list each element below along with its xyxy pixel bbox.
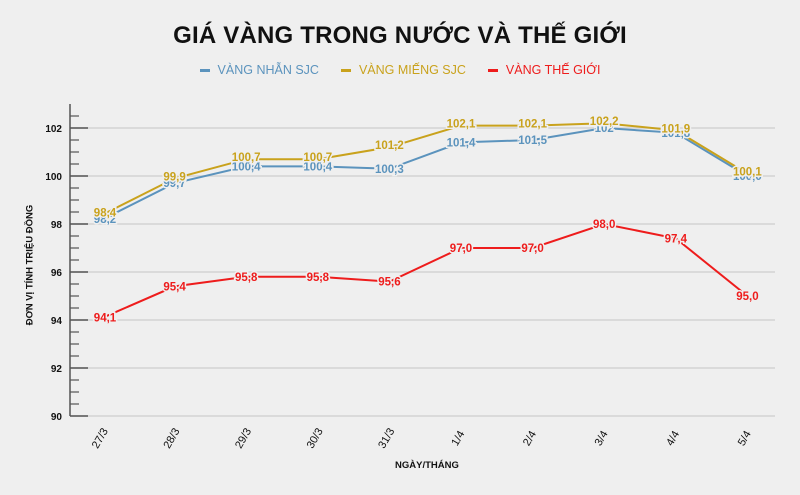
data-label-halo: 97,0 <box>450 243 472 255</box>
data-label-halo: 102,1 <box>447 119 476 131</box>
data-label: 102,1 <box>518 119 547 131</box>
chart-title: GIÁ VÀNG TRONG NƯỚC VÀ THẾ GIỚI <box>173 22 627 49</box>
data-label: 97,4 <box>665 233 688 245</box>
data-label-halo: 95,0 <box>736 291 758 303</box>
data-label: 100,4 <box>303 161 332 173</box>
legend-item-vang-mieng-sjc: VÀNG MIẾNG SJC <box>340 63 466 77</box>
data-label: 102 <box>595 123 614 135</box>
series-line <box>102 126 748 221</box>
data-label: 101,2 <box>375 140 404 152</box>
data-label-halo: 97,0 <box>521 243 543 255</box>
data-label: 100,7 <box>303 152 332 164</box>
y-tick-label: 96 <box>51 268 63 279</box>
data-label: 100,0 <box>733 171 762 183</box>
legend-swatch-icon <box>199 68 210 72</box>
legend-item-vang-the-gioi: VÀNG THẾ GIỚI <box>487 63 601 77</box>
legend-item-vang-nhan-sjc: VÀNG NHẪN SJC <box>199 63 319 77</box>
data-label: 100,7 <box>232 152 261 164</box>
data-label-halo: 98,4 <box>94 207 117 219</box>
x-axis-title: NGÀY/THÁNG <box>395 460 459 471</box>
data-label-halo: 102,1 <box>518 119 547 131</box>
data-label-halo: 98,0 <box>593 219 615 231</box>
data-label: 100,1 <box>733 167 762 179</box>
legend-swatch-icon <box>340 68 351 72</box>
data-label-halo: 101,4 <box>447 137 476 149</box>
data-label: 100,3 <box>375 164 404 176</box>
data-label-halo: 95,6 <box>378 277 400 289</box>
y-tick-label: 102 <box>45 124 62 135</box>
x-tick-label: 27/3 <box>90 426 111 451</box>
data-label-halo: 98,2 <box>94 214 116 226</box>
series-line <box>102 122 748 216</box>
data-label-halo: 101,9 <box>661 123 690 135</box>
data-label-halo: 95,4 <box>163 281 186 293</box>
data-label-halo: 100,1 <box>733 167 762 179</box>
data-label-halo: 95,8 <box>235 272 258 284</box>
data-label-halo: 99,7 <box>163 178 185 190</box>
x-tick-label: 3/4 <box>593 429 611 448</box>
data-label: 95,8 <box>307 272 330 284</box>
x-tick-label: 28/3 <box>161 426 182 451</box>
y-tick-label: 100 <box>45 172 62 183</box>
data-label-halo: 100,4 <box>232 161 261 173</box>
data-label: 98,2 <box>94 214 116 226</box>
data-label-halo: 100,4 <box>303 161 332 173</box>
legend-label: VÀNG NHẪN SJC <box>217 63 319 77</box>
x-tick-label: 1/4 <box>449 429 467 448</box>
data-label: 98,4 <box>94 207 117 219</box>
legend-swatch-icon <box>487 68 498 72</box>
data-label: 100,4 <box>232 161 261 173</box>
data-label-halo: 94,1 <box>94 313 117 325</box>
y-tick-label: 98 <box>51 220 63 231</box>
data-label-halo: 102,2 <box>590 116 619 128</box>
x-tick-label: 4/4 <box>664 429 682 448</box>
data-label-halo: 100,7 <box>232 152 261 164</box>
data-label: 101,4 <box>447 137 476 149</box>
data-label: 97,0 <box>450 243 472 255</box>
data-label: 95,0 <box>736 291 758 303</box>
data-label-halo: 101,8 <box>661 128 690 140</box>
x-tick-label: 5/4 <box>736 429 754 448</box>
x-tick-label: 30/3 <box>305 426 326 451</box>
data-label-halo: 101,2 <box>375 140 404 152</box>
data-label: 95,8 <box>235 272 258 284</box>
legend-label: VÀNG MIẾNG SJC <box>358 63 466 77</box>
data-label-halo: 100,0 <box>733 171 762 183</box>
data-label-halo: 102 <box>595 123 614 135</box>
x-tick-label: 31/3 <box>376 426 397 451</box>
data-label: 98,0 <box>593 219 615 231</box>
data-label-halo: 100,3 <box>375 164 404 176</box>
data-label: 97,0 <box>521 243 543 255</box>
data-label-halo: 99,9 <box>163 171 185 183</box>
x-tick-label: 29/3 <box>233 426 254 451</box>
y-tick-label: 94 <box>51 316 63 327</box>
y-tick-label: 92 <box>51 364 63 375</box>
y-tick-label: 90 <box>51 412 63 423</box>
data-label-halo: 97,4 <box>665 233 688 245</box>
legend-label: VÀNG THẾ GIỚI <box>505 63 601 77</box>
chart-legend: VÀNG NHẪN SJC VÀNG MIẾNG SJC VÀNG THẾ GI… <box>0 63 800 77</box>
data-label: 101,5 <box>518 135 547 147</box>
data-label-halo: 101,5 <box>518 135 547 147</box>
data-label-halo: 95,8 <box>307 272 330 284</box>
series-line <box>102 222 749 319</box>
data-label: 102,2 <box>590 116 619 128</box>
data-label: 101,9 <box>661 123 690 135</box>
data-label: 101,8 <box>661 128 690 140</box>
data-label-halo: 100,7 <box>303 152 332 164</box>
data-label: 94,1 <box>94 313 117 325</box>
data-label: 99,7 <box>163 178 185 190</box>
x-tick-label: 2/4 <box>521 429 539 448</box>
data-label: 95,6 <box>378 277 400 289</box>
data-label: 99,9 <box>163 171 185 183</box>
data-label: 95,4 <box>163 281 186 293</box>
data-label: 102,1 <box>447 119 476 131</box>
